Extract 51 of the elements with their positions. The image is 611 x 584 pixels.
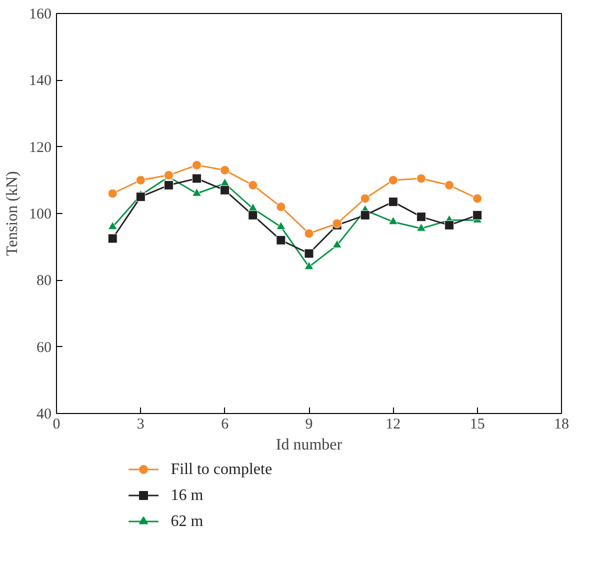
point — [444, 220, 454, 230]
point — [416, 174, 426, 184]
point — [220, 185, 230, 195]
point — [136, 175, 146, 185]
x-tick-label: 18 — [554, 416, 569, 432]
point — [192, 160, 202, 170]
x-tick-label: 3 — [136, 416, 144, 432]
point — [192, 188, 202, 196]
x-tick-label: 6 — [221, 416, 230, 432]
y-tick-label: 60 — [36, 340, 52, 356]
y-tick-label: 160 — [29, 6, 52, 22]
point — [248, 210, 258, 220]
point — [276, 221, 286, 230]
point — [248, 180, 258, 190]
y-tick-label: 100 — [29, 206, 52, 222]
x-tick-label: 12 — [386, 416, 401, 432]
point — [192, 174, 202, 184]
point — [136, 192, 146, 202]
y-tick-label: 140 — [29, 73, 52, 90]
point — [444, 180, 454, 190]
point — [472, 210, 482, 220]
point — [164, 180, 174, 190]
y-tick-label: 120 — [29, 140, 52, 156]
point — [388, 216, 398, 225]
point — [304, 248, 314, 258]
point — [472, 194, 482, 204]
point — [416, 223, 426, 232]
point — [388, 197, 398, 207]
point — [304, 228, 314, 238]
point — [276, 235, 286, 245]
y-tick-label: 40 — [36, 406, 52, 422]
point — [332, 240, 342, 248]
y-axis-title: Tension (kN) — [4, 171, 21, 256]
point — [108, 234, 118, 244]
point — [360, 210, 370, 220]
legend-label: Fill to complete — [170, 461, 272, 478]
x-tick-label: 9 — [305, 416, 313, 432]
point — [276, 202, 286, 212]
x-tick-label: 15 — [470, 416, 485, 432]
legend-label: 62 m — [170, 513, 204, 530]
x-axis-title: Id number — [276, 436, 343, 454]
y-tick-label: 80 — [36, 273, 52, 290]
x-tick-label: 0 — [52, 416, 60, 432]
point — [304, 261, 314, 270]
point — [416, 212, 426, 222]
legend-label: 16 m — [170, 487, 204, 504]
point — [388, 175, 398, 185]
point — [220, 165, 230, 175]
point — [108, 188, 118, 198]
point — [360, 194, 370, 204]
point — [108, 221, 118, 230]
